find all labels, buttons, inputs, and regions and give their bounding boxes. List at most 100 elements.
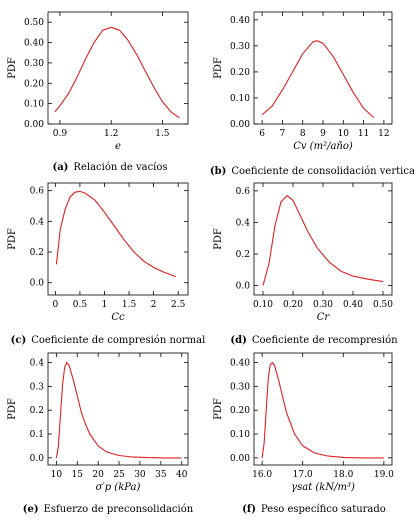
axes-frame [47, 182, 189, 296]
x-tick-label: 8 [300, 129, 306, 139]
y-tick-label: 0.6 [236, 187, 251, 197]
x-tick-label: 0.50 [373, 300, 393, 310]
y-tick-label: 0.30 [24, 59, 44, 69]
y-axis-label: PDF [213, 398, 224, 420]
x-tick-label: 2 [151, 300, 157, 310]
x-tick-label: 1 [102, 300, 108, 310]
y-tick-label: 0.2 [30, 248, 44, 258]
x-tick-label: 0.30 [313, 300, 333, 310]
panel-caption: (e) Esfuerzo de preconsolidación [23, 504, 194, 515]
caption-text: Coeficiente de consolidación vertical [231, 166, 414, 177]
x-tick-label: 17.0 [293, 470, 313, 480]
caption-letter: (d) [230, 335, 246, 346]
y-tick-label: 0.00 [230, 454, 250, 464]
x-axis-label: γsat (kN/m³) [291, 482, 355, 493]
y-tick-label: 0.0 [236, 282, 251, 292]
x-tick-label: 0.40 [343, 300, 363, 310]
y-tick-label: 0.20 [24, 79, 44, 89]
chart-panel-c: 0.0 0.2 0.4 0.6 0 0.5 1 1.5 2 2.5 PDF Cc (c) Coeficie… [7, 182, 206, 346]
pdf-curve [55, 361, 182, 459]
x-tick-label: 12 [378, 129, 389, 139]
caption-text: Esfuerzo de preconsolidación [44, 504, 194, 515]
y-tick-label: 0.10 [230, 430, 250, 440]
x-tick-label: 25 [113, 470, 125, 480]
chart-panel-f: 0.00 0.10 0.20 0.30 0.40 16.0 17.0 18.0 19.0 PDF γ… [213, 352, 394, 515]
caption-letter: (a) [52, 162, 68, 173]
y-tick-label: 0.4 [30, 359, 45, 369]
axes-frame [253, 352, 393, 466]
panel-caption: (b) Coeficiente de consolidación vertical [210, 166, 414, 177]
panel-caption: (c) Coeficiente de compresión normal [11, 335, 206, 346]
caption-letter: (b) [210, 166, 226, 177]
caption-text: Coeficiente de compresión normal [31, 335, 205, 346]
y-tick-label: 0.30 [230, 42, 250, 52]
y-tick-label: 0.20 [230, 406, 250, 416]
x-tick-label: 19.0 [374, 470, 394, 480]
y-tick-label: 0.40 [230, 16, 250, 26]
x-tick-label: 0.5 [73, 300, 88, 310]
pdf-curve [261, 361, 384, 459]
pdf-curve [54, 26, 180, 119]
x-tick-label: 35 [155, 470, 167, 480]
y-tick-label: 0.30 [230, 382, 250, 392]
x-tick-label: 1.5 [155, 129, 170, 139]
y-axis-label: PDF [213, 228, 224, 250]
y-tick-label: 0.00 [230, 120, 250, 130]
caption-letter: (f) [242, 504, 256, 515]
panel-caption: (d) Coeficiente de recompresión [230, 335, 398, 346]
axes-frame [253, 11, 393, 125]
pdf-curve [261, 40, 375, 118]
x-tick-label: 1.5 [122, 300, 137, 310]
x-tick-label: 0.10 [253, 300, 273, 310]
chart-panel-d: 0.0 0.2 0.4 0.6 0.10 0.20 0.30 0.40 0.50 PDF Cr (d)… [213, 182, 398, 346]
caption-text: Peso específico saturado [261, 504, 386, 515]
y-tick-label: 0.40 [230, 359, 250, 369]
axes-frame [47, 352, 189, 466]
y-axis-label: PDF [7, 228, 18, 250]
y-tick-label: 0.10 [24, 100, 44, 110]
y-tick-label: 0.2 [30, 406, 44, 416]
caption-letter: (e) [23, 504, 39, 515]
x-tick-label: 0.20 [283, 300, 303, 310]
y-tick-label: 0.6 [30, 187, 45, 197]
x-tick-label: 2.5 [171, 300, 186, 310]
x-axis-label: Cc [111, 312, 125, 323]
y-tick-label: 0.0 [30, 454, 45, 464]
chart-panel-b: 0.00 0.10 0.20 0.30 0.40 6 7 8 9 10 11 12 PDF Cv (m²/… [210, 11, 414, 177]
x-axis-label: Cv (m²/año) [293, 141, 353, 152]
y-axis-label: PDF [213, 57, 224, 79]
y-tick-label: 0.4 [236, 218, 251, 228]
x-tick-label: 10 [51, 470, 63, 480]
y-tick-label: 0.40 [24, 39, 44, 49]
y-tick-label: 0.50 [24, 18, 44, 28]
y-tick-label: 0.00 [24, 120, 44, 130]
x-tick-label: 7 [280, 129, 286, 139]
y-tick-label: 0.1 [30, 430, 44, 440]
x-tick-label: 15 [72, 470, 84, 480]
y-axis-label: PDF [7, 398, 18, 420]
x-axis-label: Cr [317, 312, 331, 323]
chart-panel-e: 0.0 0.1 0.2 0.3 0.4 10 15 20 25 30 35 40 PDF σ′p (kPa… [7, 352, 194, 515]
axes-frame [47, 11, 189, 125]
y-tick-label: 0.2 [236, 250, 250, 260]
chart-panel-a: 0.00 0.10 0.20 0.30 0.40 0.50 0.9 1.2 1.5 PDF e (a)… [7, 11, 189, 173]
x-tick-label: 30 [134, 470, 146, 480]
y-tick-label: 0.20 [230, 68, 250, 78]
x-tick-label: 6 [259, 129, 265, 139]
panel-caption: (a) Relación de vacíos [52, 162, 167, 173]
pdf-curve [262, 195, 384, 286]
x-axis-label: σ′p (kPa) [96, 482, 141, 493]
y-tick-label: 0.0 [30, 279, 45, 289]
x-tick-label: 16.0 [252, 470, 272, 480]
x-tick-label: 0 [53, 300, 59, 310]
x-tick-label: 40 [176, 470, 188, 480]
x-tick-label: 1.2 [104, 129, 118, 139]
x-tick-label: 11 [358, 129, 369, 139]
x-tick-label: 9 [320, 129, 326, 139]
y-tick-label: 0.10 [230, 94, 250, 104]
x-tick-label: 0.9 [53, 129, 68, 139]
axes-frame [253, 182, 393, 296]
pdf-curve [55, 190, 176, 278]
caption-text: Coeficiente de recompresión [252, 335, 398, 346]
